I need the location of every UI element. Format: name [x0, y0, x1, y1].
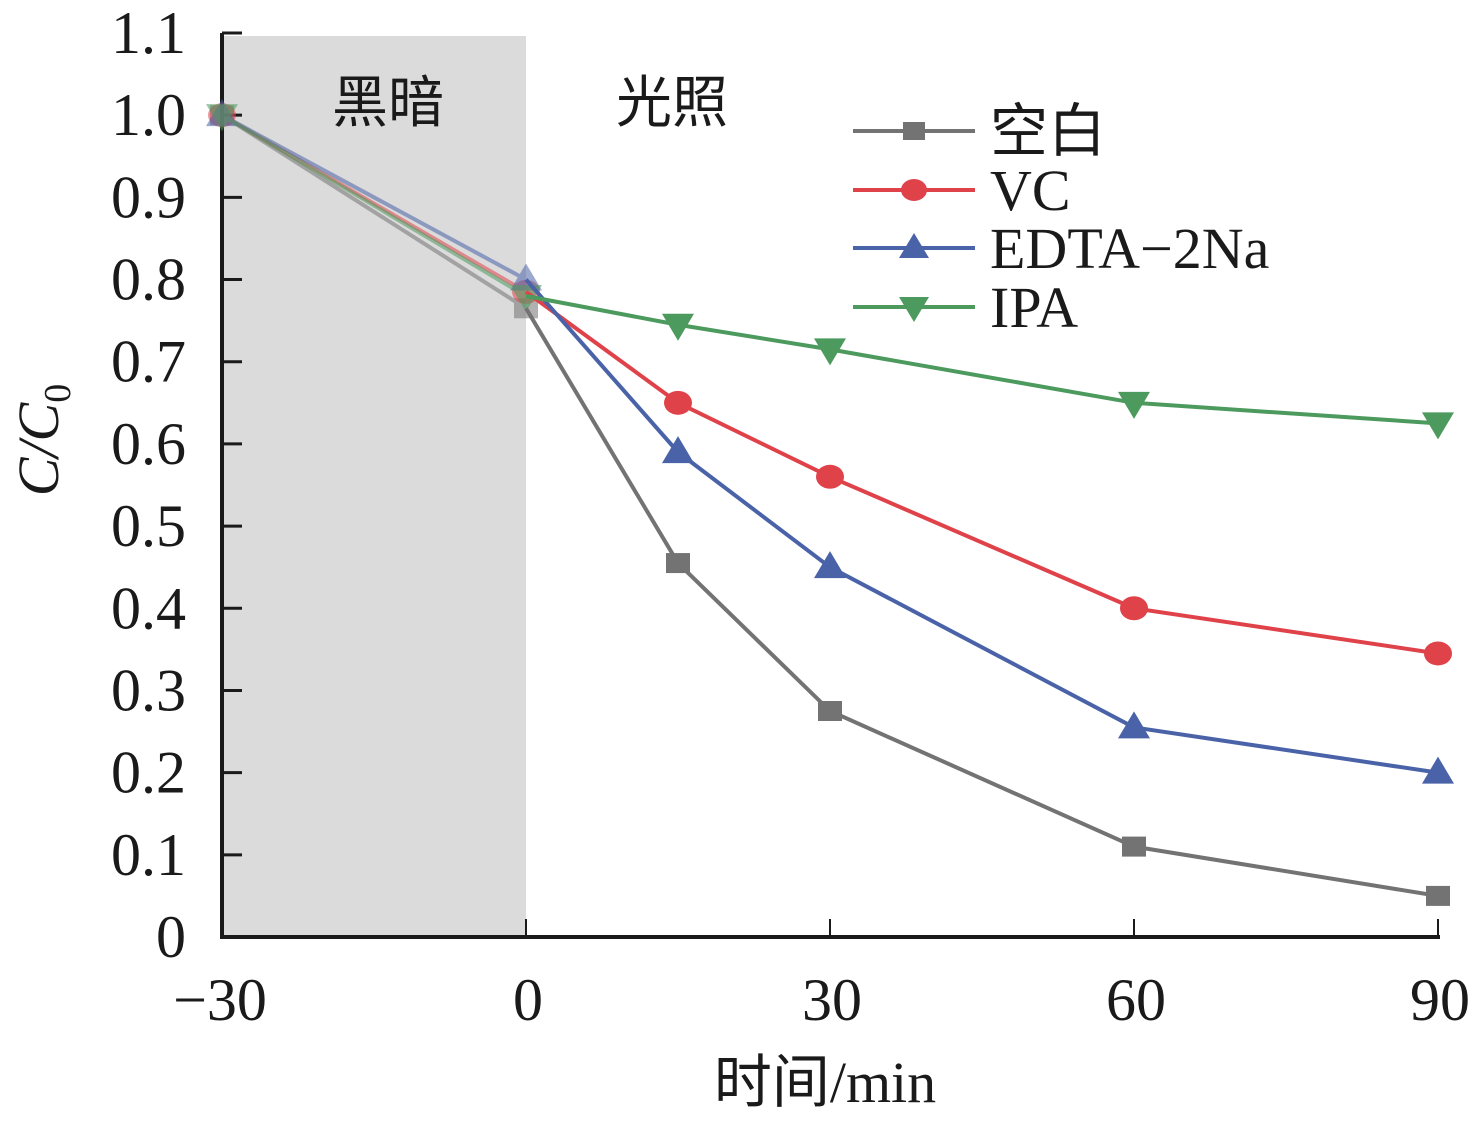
series-blank [524, 307, 1450, 906]
series-ipa-point [814, 338, 846, 366]
legend-ipa-label: IPA [990, 275, 1078, 340]
legend-edta-2na-marker [899, 233, 929, 258]
series-vc-point [1424, 641, 1452, 666]
legend-vc-label: VC [990, 158, 1071, 223]
legend-ipa-marker [899, 297, 929, 322]
legend-item-edta-2na: EDTA−2Na [853, 216, 1269, 281]
series-edta-2na-point [1422, 756, 1454, 784]
y-tick-label: 0.7 [111, 329, 186, 395]
series-ipa-point [206, 104, 238, 132]
series-edta-2na-line-dark [221, 113, 527, 282]
axis-titles: 时间/min C/C0 [6, 384, 936, 1115]
y-tick-label: 0.3 [111, 657, 186, 723]
y-tick-label: 0.5 [111, 493, 186, 559]
y-tick-label: 0.9 [111, 164, 186, 230]
x-tick-label: 30 [802, 967, 862, 1033]
dark-region-shade [222, 36, 526, 937]
y-axis-title-main: C/C [6, 401, 71, 496]
series-edta-2na [524, 278, 1454, 784]
series-vc [524, 290, 1452, 666]
series-ipa [525, 294, 1454, 440]
y-tick-label: 1.0 [111, 82, 186, 148]
legend-blank-label: 空白 [990, 99, 1106, 164]
series-blank-point [1122, 836, 1146, 857]
series-blank-point [1426, 885, 1450, 906]
series-edta-2na-point [814, 551, 846, 579]
series-edta-2na-point [510, 263, 542, 291]
region-labels: 黑暗 光照 [332, 71, 728, 136]
series-blank-point [818, 701, 842, 721]
legend-vc-marker [901, 179, 927, 201]
axes: 00.10.20.30.40.50.60.70.80.91.01.1−30 0 30… [111, 0, 1470, 1033]
series-light-phase [524, 278, 1454, 906]
dark-region-label: 黑暗 [332, 71, 444, 136]
series-edta-2na-line [524, 278, 1439, 775]
series-blank-line [524, 307, 1439, 898]
y-tick-label: 0 [156, 904, 186, 970]
y-tick-label: 1.1 [111, 0, 186, 66]
legend-item-ipa: IPA [853, 275, 1078, 340]
x-tick-label: 0 [513, 967, 543, 1033]
light-region-label: 光照 [616, 71, 728, 136]
series-vc-line [524, 290, 1439, 656]
series-edta-2na-point [662, 436, 694, 464]
series-ipa-point [662, 313, 694, 341]
series-vc-point [816, 464, 844, 489]
series-ipa-point [1422, 412, 1454, 440]
series-edta-2na-point [1118, 711, 1150, 739]
x-tick-label: 60 [1106, 967, 1166, 1033]
y-tick-label: 0.4 [111, 575, 186, 641]
series-ipa-dark [206, 104, 542, 312]
y-axis-title: C/C0 [6, 384, 79, 497]
series-vc-point [664, 390, 692, 415]
y-tick-label: 0.2 [111, 740, 186, 806]
series-vc-point [1120, 596, 1148, 621]
series-ipa-point [510, 284, 542, 312]
legend-item-vc: VC [853, 158, 1071, 223]
legend-blank-marker [903, 122, 925, 140]
y-tick-label: 0.1 [111, 822, 186, 888]
regions [222, 36, 526, 937]
x-tick-label: 90 [1410, 967, 1470, 1033]
y-tick-label: 0.6 [111, 411, 186, 477]
series-ipa-point [1118, 391, 1150, 419]
y-tick-label: 0.8 [111, 247, 186, 313]
y-axis-title-sub: 0 [37, 384, 79, 403]
x-tick-label: −30 [173, 967, 267, 1033]
series-ipa-line-dark [220, 113, 528, 298]
legend-item-blank: 空白 [853, 99, 1106, 164]
x-axis-title: 时间/min [714, 1050, 936, 1115]
legend-edta-2na-label: EDTA−2Na [990, 216, 1269, 281]
series-dark-phase [206, 99, 542, 319]
series-blank-point [666, 553, 690, 574]
